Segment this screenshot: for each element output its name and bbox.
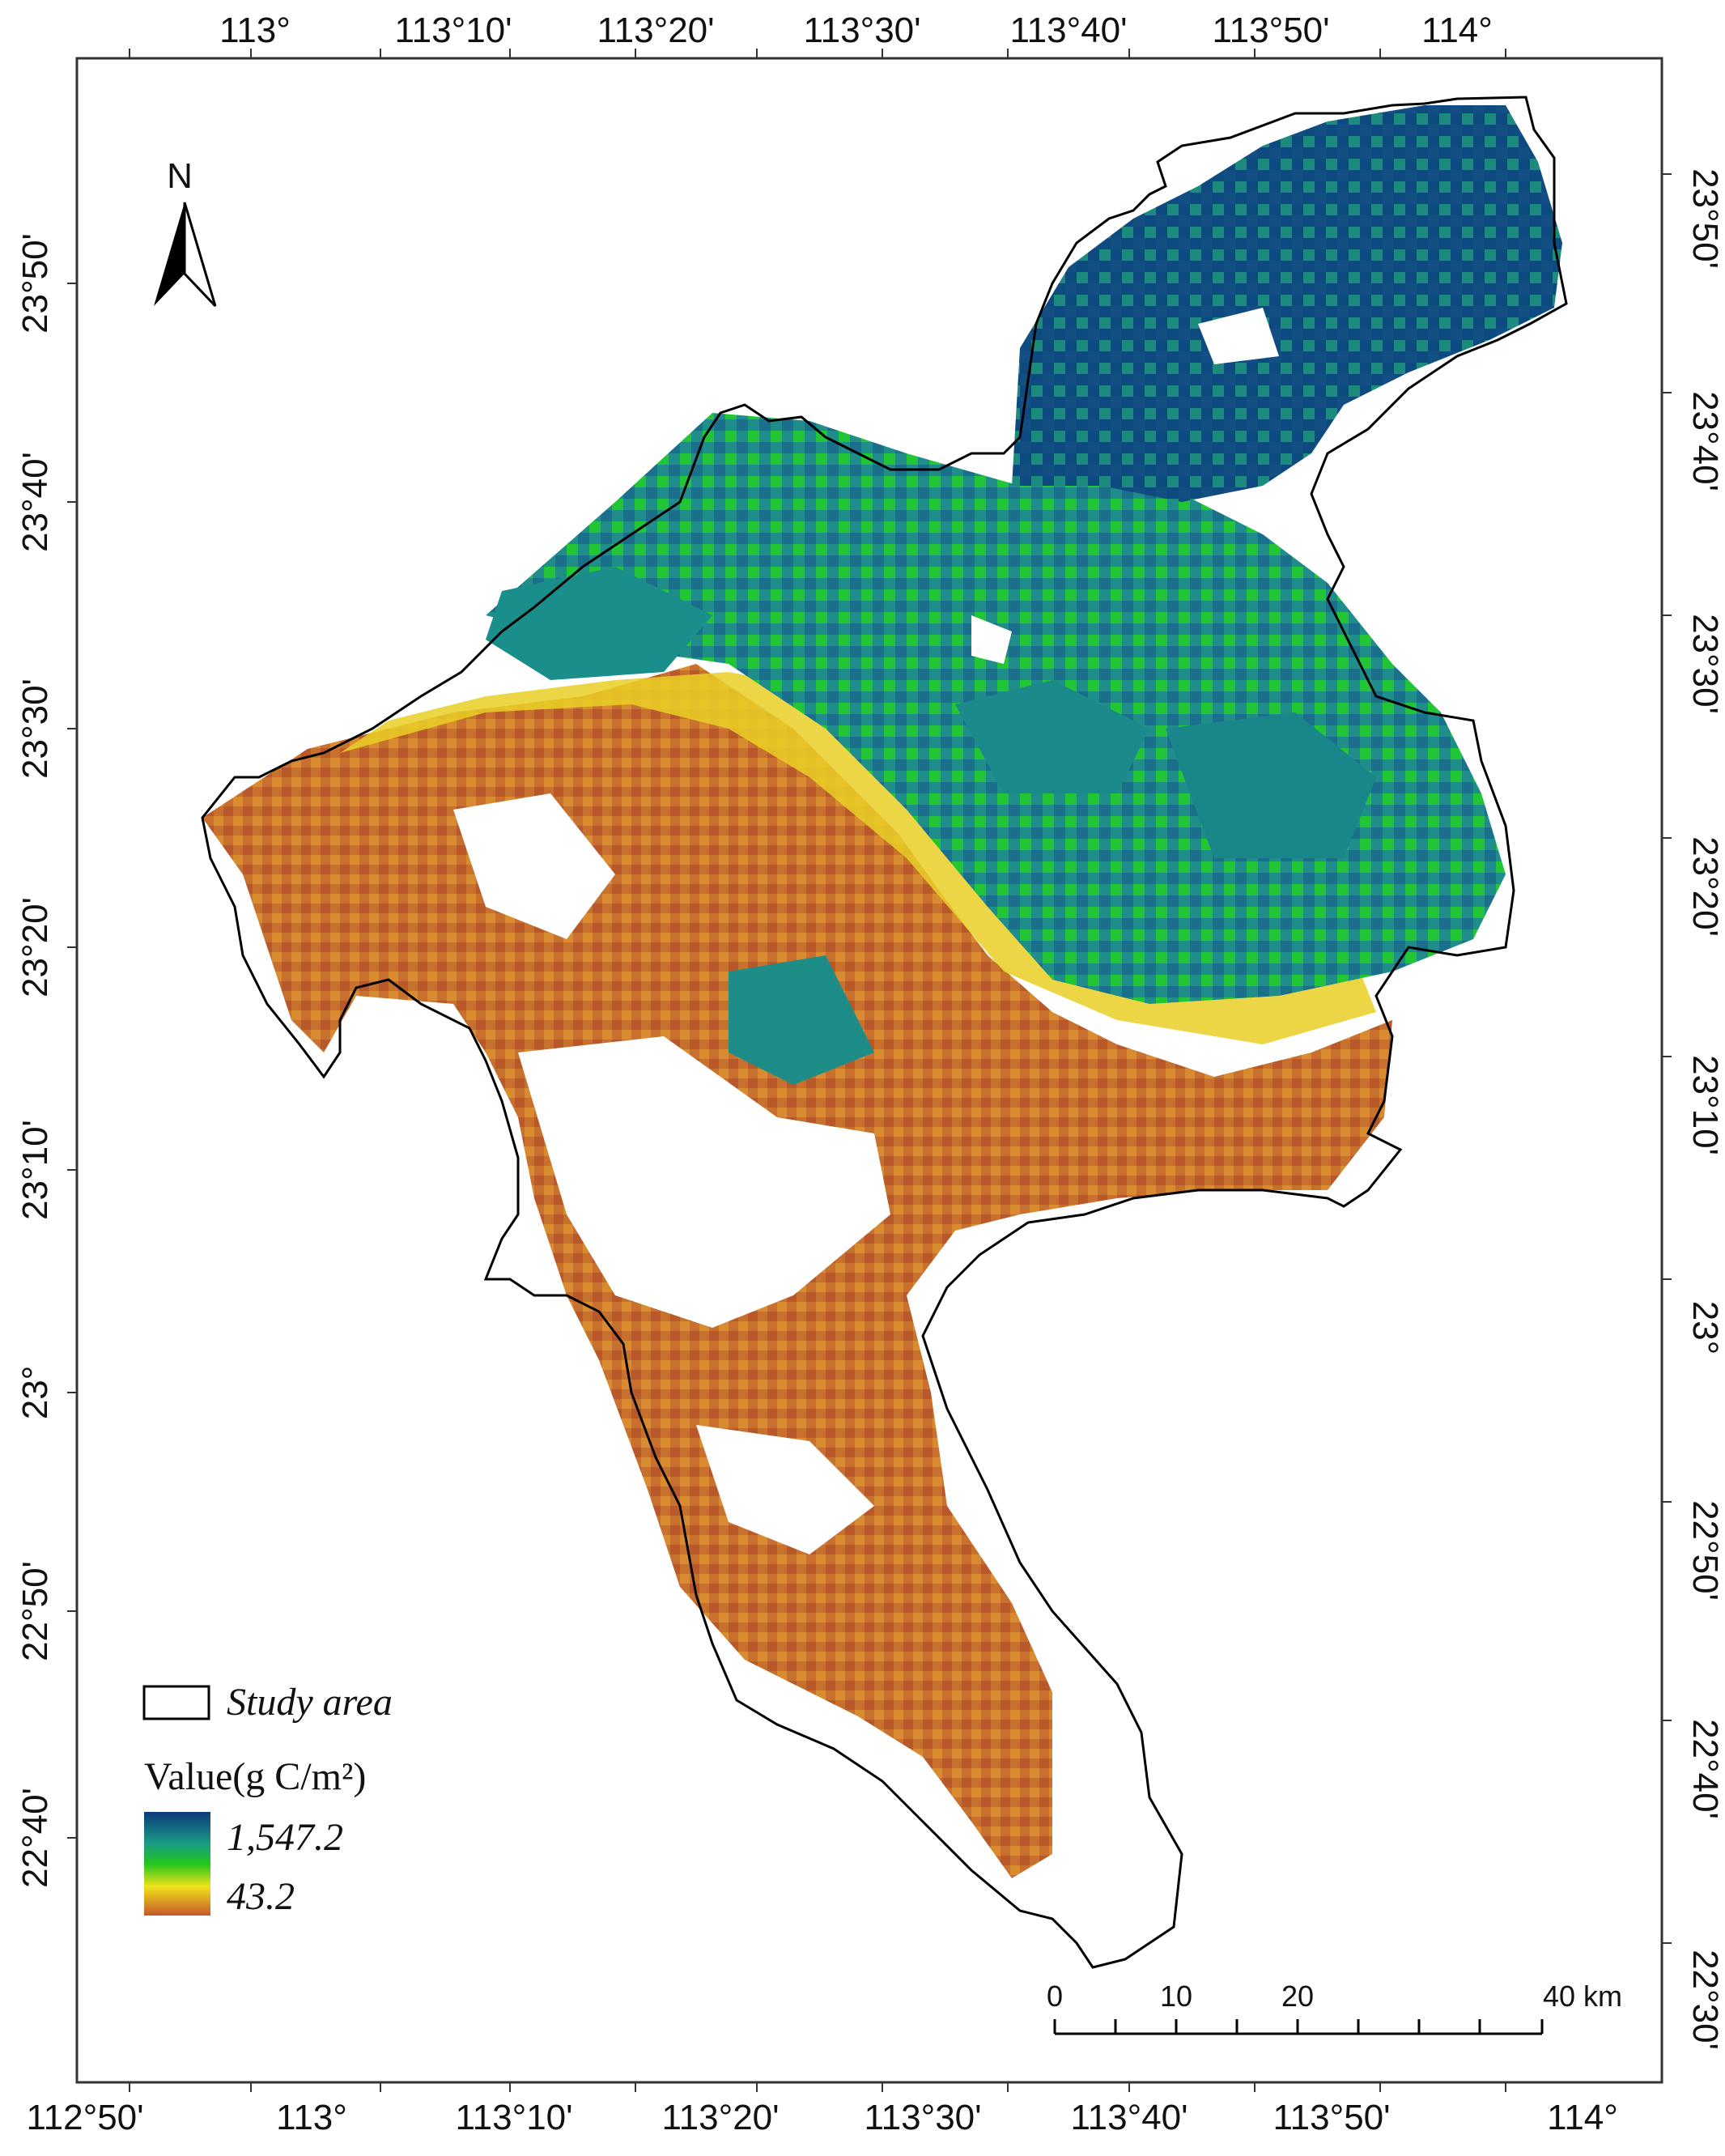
top-tick-label: 114° [1421, 11, 1493, 50]
bottom-tick-label: 113°20' [661, 2098, 779, 2137]
bottom-tick-label: 113°50' [1273, 2098, 1390, 2137]
legend-study-area-label: Study area [227, 1681, 393, 1724]
study-area-boundary [201, 96, 1568, 1969]
right-axis-labels: 23°50' 23°40' 23°30' 23°20' 23°10' 23° 2… [1685, 168, 1725, 2050]
left-tick-label: 23°20' [15, 897, 55, 997]
right-tick-label: 23°30' [1685, 614, 1725, 714]
scale-label: 20 [1281, 1980, 1314, 2013]
top-tick-label: 113°20' [597, 11, 714, 50]
bottom-axis-labels: 112°50' 113° 113°10' 113°20' 113°30' 113… [26, 2098, 1617, 2137]
scale-label: 0 [1047, 1980, 1063, 2013]
left-tick-label: 23°50' [15, 233, 55, 334]
map-frame [75, 57, 1663, 2084]
top-axis-labels: 113° 113°10' 113°20' 113°30' 113°40' 113… [219, 11, 1493, 50]
north-arrow: N [154, 156, 217, 308]
right-tick-label: 23°50' [1685, 168, 1725, 269]
legend-min-label: 43.2 [227, 1875, 295, 1918]
top-tick-label: 113°50' [1212, 11, 1329, 50]
legend: Study area Value(g C/m²) 1,547.2 43.2 [142, 1681, 393, 1918]
north-arrow-icon [154, 202, 217, 308]
left-tick-label: 23°40' [15, 452, 55, 552]
bottom-tick-label: 113°10' [455, 2098, 572, 2137]
legend-max-label: 1,547.2 [227, 1816, 343, 1859]
legend-color-ramp [144, 1812, 210, 1916]
scale-label: 10 [1160, 1980, 1192, 2013]
bottom-tick-label: 113° [276, 2098, 347, 2137]
right-tick-label: 23°40' [1685, 391, 1725, 491]
right-tick-label: 22°40' [1685, 1719, 1725, 1819]
right-tick-label: 22°30' [1685, 1950, 1725, 2050]
top-tick-label: 113°40' [1009, 11, 1127, 50]
right-tick-label: 23°10' [1685, 1055, 1725, 1155]
raster-layer [202, 105, 1562, 1919]
right-tick-label: 23° [1685, 1301, 1725, 1355]
scale-label: 40 km [1543, 1980, 1622, 2013]
left-tick-label: 22°50' [15, 1561, 55, 1661]
left-tick-label: 22°40' [15, 1788, 55, 1888]
right-tick-label: 23°20' [1685, 836, 1725, 937]
right-tick-label: 22°50' [1685, 1500, 1725, 1601]
bottom-tick-label: 112°50' [26, 2098, 143, 2137]
left-tick-label: 23°10' [15, 1120, 55, 1220]
bottom-tick-label: 114° [1547, 2098, 1618, 2137]
axis-ticks [67, 49, 1672, 2092]
top-tick-label: 113°10' [394, 11, 512, 50]
raster-high-region [1012, 105, 1562, 502]
left-tick-label: 23°30' [15, 678, 55, 779]
bottom-tick-label: 113°40' [1070, 2098, 1188, 2137]
legend-study-area-swatch [142, 1685, 210, 1720]
scale-bar: 0 10 20 40 km [1047, 1980, 1622, 2035]
north-label: N [167, 156, 193, 196]
left-axis-labels: 23°50' 23°40' 23°30' 23°20' 23°10' 23° 2… [15, 233, 55, 1888]
top-tick-label: 113° [219, 11, 291, 50]
top-tick-label: 113°30' [803, 11, 920, 50]
bottom-tick-label: 113°30' [864, 2098, 981, 2137]
left-tick-label: 23° [15, 1366, 55, 1420]
legend-value-title: Value(g C/m²) [144, 1755, 366, 1798]
